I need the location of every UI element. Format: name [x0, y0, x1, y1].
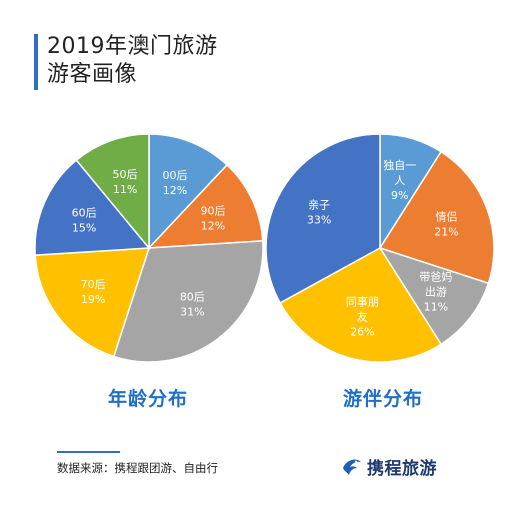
age-value-label-4: 15%	[72, 221, 96, 234]
companion-slice-2	[378, 246, 490, 346]
companion-category-label-0: 人	[394, 174, 405, 187]
age-category-label-5: 50后	[113, 168, 138, 181]
title-accent-bar	[34, 34, 38, 90]
ctrip-logo: 携程旅游	[340, 452, 437, 480]
title-line-1: 2019年澳门旅游	[47, 34, 218, 59]
companion-slice-3	[279, 247, 443, 363]
age-slice-3	[34, 247, 151, 358]
companion-slice-1	[378, 150, 495, 285]
age-category-label-2: 80后	[180, 290, 205, 303]
companion-category-label-4: 亲子	[308, 198, 330, 212]
logo-text: 携程旅游	[367, 458, 437, 479]
age-slice-5	[75, 133, 150, 251]
page-title: 2019年澳门旅游 游客画像	[47, 33, 218, 89]
companion-value-label-0: 9%	[391, 189, 408, 202]
age-category-label-3: 70后	[81, 278, 106, 291]
data-source-note: 数据来源：携程跟团游、自由行	[57, 461, 218, 475]
age-value-label-2: 31%	[180, 305, 204, 318]
companion-value-label-3: 26%	[350, 325, 374, 338]
age-chart-title: 年龄分布	[107, 388, 188, 410]
age-value-label-3: 19%	[81, 293, 105, 306]
companion-category-label-2: 带爸妈	[419, 269, 452, 283]
age-slice-4	[34, 159, 151, 256]
age-value-label-1: 12%	[201, 219, 225, 232]
companion-value-label-4: 33%	[307, 214, 331, 227]
companion-category-label-1: 情侣	[436, 210, 458, 224]
age-pie-chart: 00后 12% 90后 12% 80后 31% 70后 19% 60后 15% 50后 11%	[34, 133, 264, 363]
age-category-label-0: 00后	[163, 169, 188, 182]
age-value-label-0: 12%	[163, 184, 187, 197]
age-category-label-4: 60后	[72, 206, 97, 219]
companion-category-label-0: 独自一	[383, 159, 416, 172]
age-slice-0	[148, 133, 229, 250]
dolphin-icon	[343, 459, 361, 475]
title-line-2: 游客画像	[47, 62, 138, 87]
companion-category-label-3: 同事朋	[346, 295, 379, 308]
age-slice-1	[147, 163, 264, 249]
age-value-label-5: 11%	[113, 183, 137, 196]
age-category-label-1: 90后	[200, 204, 225, 217]
companion-category-label-2: 出游	[425, 284, 447, 298]
companion-value-label-1: 21%	[434, 226, 458, 239]
companion-category-label-3: 友	[357, 309, 368, 323]
source-divider	[57, 451, 120, 453]
age-slice-2	[112, 240, 264, 363]
companion-value-label-2: 11%	[424, 300, 448, 313]
companion-slice-4	[265, 133, 381, 304]
companion-chart-title: 游伴分布	[342, 388, 423, 410]
